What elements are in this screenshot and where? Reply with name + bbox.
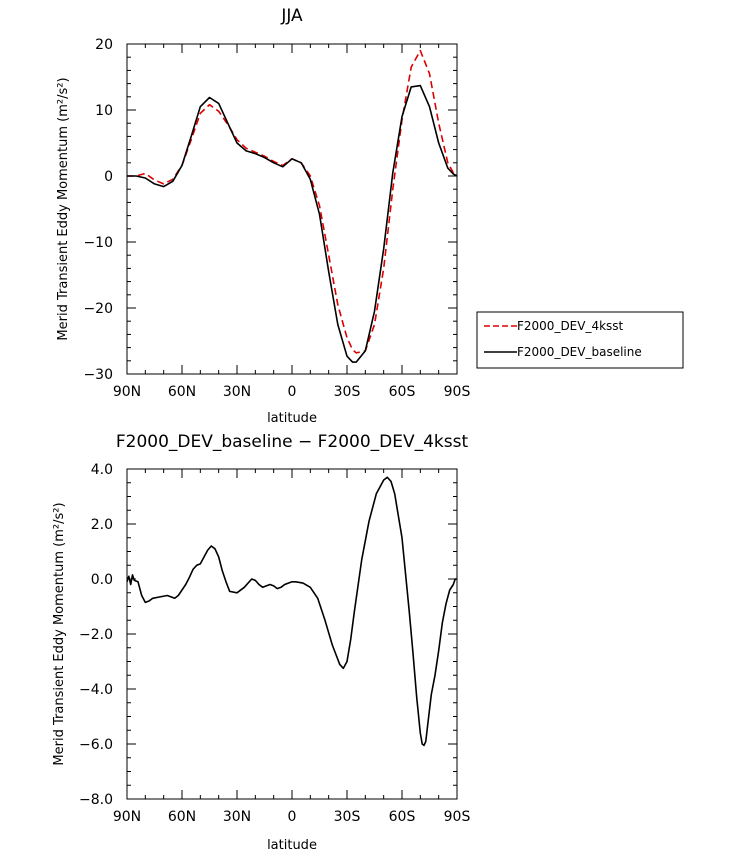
y-tick-label: −8.0 — [79, 792, 113, 808]
y-tick-label: −20 — [83, 301, 113, 317]
y-tick-label: 4.0 — [91, 462, 113, 478]
y-tick-label: −6.0 — [79, 737, 113, 753]
y-tick-label: −2.0 — [79, 627, 113, 643]
x-tick-label: 90N — [113, 809, 141, 825]
y-tick-label: 2.0 — [91, 517, 113, 533]
x-tick-label: 90S — [444, 809, 471, 825]
panel-bottom: F2000_DEV_baseline − F2000_DEV_4ksst 90N… — [52, 432, 470, 853]
x-tick-label: 30S — [334, 384, 361, 400]
x-tick-label: 0 — [288, 384, 297, 400]
x-tick-label: 90S — [444, 384, 471, 400]
x-tick-label: 60S — [389, 384, 416, 400]
x-tick-label: 30N — [223, 809, 251, 825]
y-tick-label: 10 — [95, 103, 113, 119]
series-line-F2000_DEV_4ksst — [127, 49, 458, 354]
y-axis-title: Merid Transient Eddy Momentum (m²/s²) — [52, 502, 67, 765]
legend-label-baseline: F2000_DEV_baseline — [517, 345, 642, 359]
series-line — [126, 476, 457, 747]
chart-title: F2000_DEV_baseline − F2000_DEV_4ksst — [116, 432, 469, 452]
x-tick-label: 90N — [113, 384, 141, 400]
x-tick-label: 30S — [334, 809, 361, 825]
y-axis-title: Merid Transient Eddy Momentum (m²/s²) — [56, 77, 71, 340]
x-tick-label: 60N — [168, 809, 196, 825]
y-tick-label: 0 — [104, 169, 113, 185]
plot-frame — [126, 468, 458, 800]
x-tick-label: 60N — [168, 384, 196, 400]
legend-box — [476, 311, 684, 369]
plot-frame — [126, 43, 458, 375]
y-tick-label: −4.0 — [79, 682, 113, 698]
x-tick-label: 30N — [223, 384, 251, 400]
legend: F2000_DEV_4ksst F2000_DEV_baseline — [476, 311, 684, 369]
chart-title: JJA — [280, 6, 303, 26]
x-axis-title: latitude — [267, 411, 317, 426]
panel-top: JJA 90N 60N 30N 0 30S 60S 90S 20 10 0 −10 −20 −30 la… — [56, 6, 684, 426]
x-axis-title: latitude — [267, 838, 317, 853]
y-tick-label: −30 — [83, 367, 113, 383]
series-line-F2000_DEV_baseline — [127, 84, 458, 363]
y-tick-label: 0.0 — [91, 572, 113, 588]
y-tick-label: −10 — [83, 235, 113, 251]
x-tick-label: 60S — [389, 809, 416, 825]
legend-label-4ksst: F2000_DEV_4ksst — [517, 319, 624, 333]
x-tick-label: 0 — [288, 809, 297, 825]
y-tick-label: 20 — [95, 37, 113, 53]
